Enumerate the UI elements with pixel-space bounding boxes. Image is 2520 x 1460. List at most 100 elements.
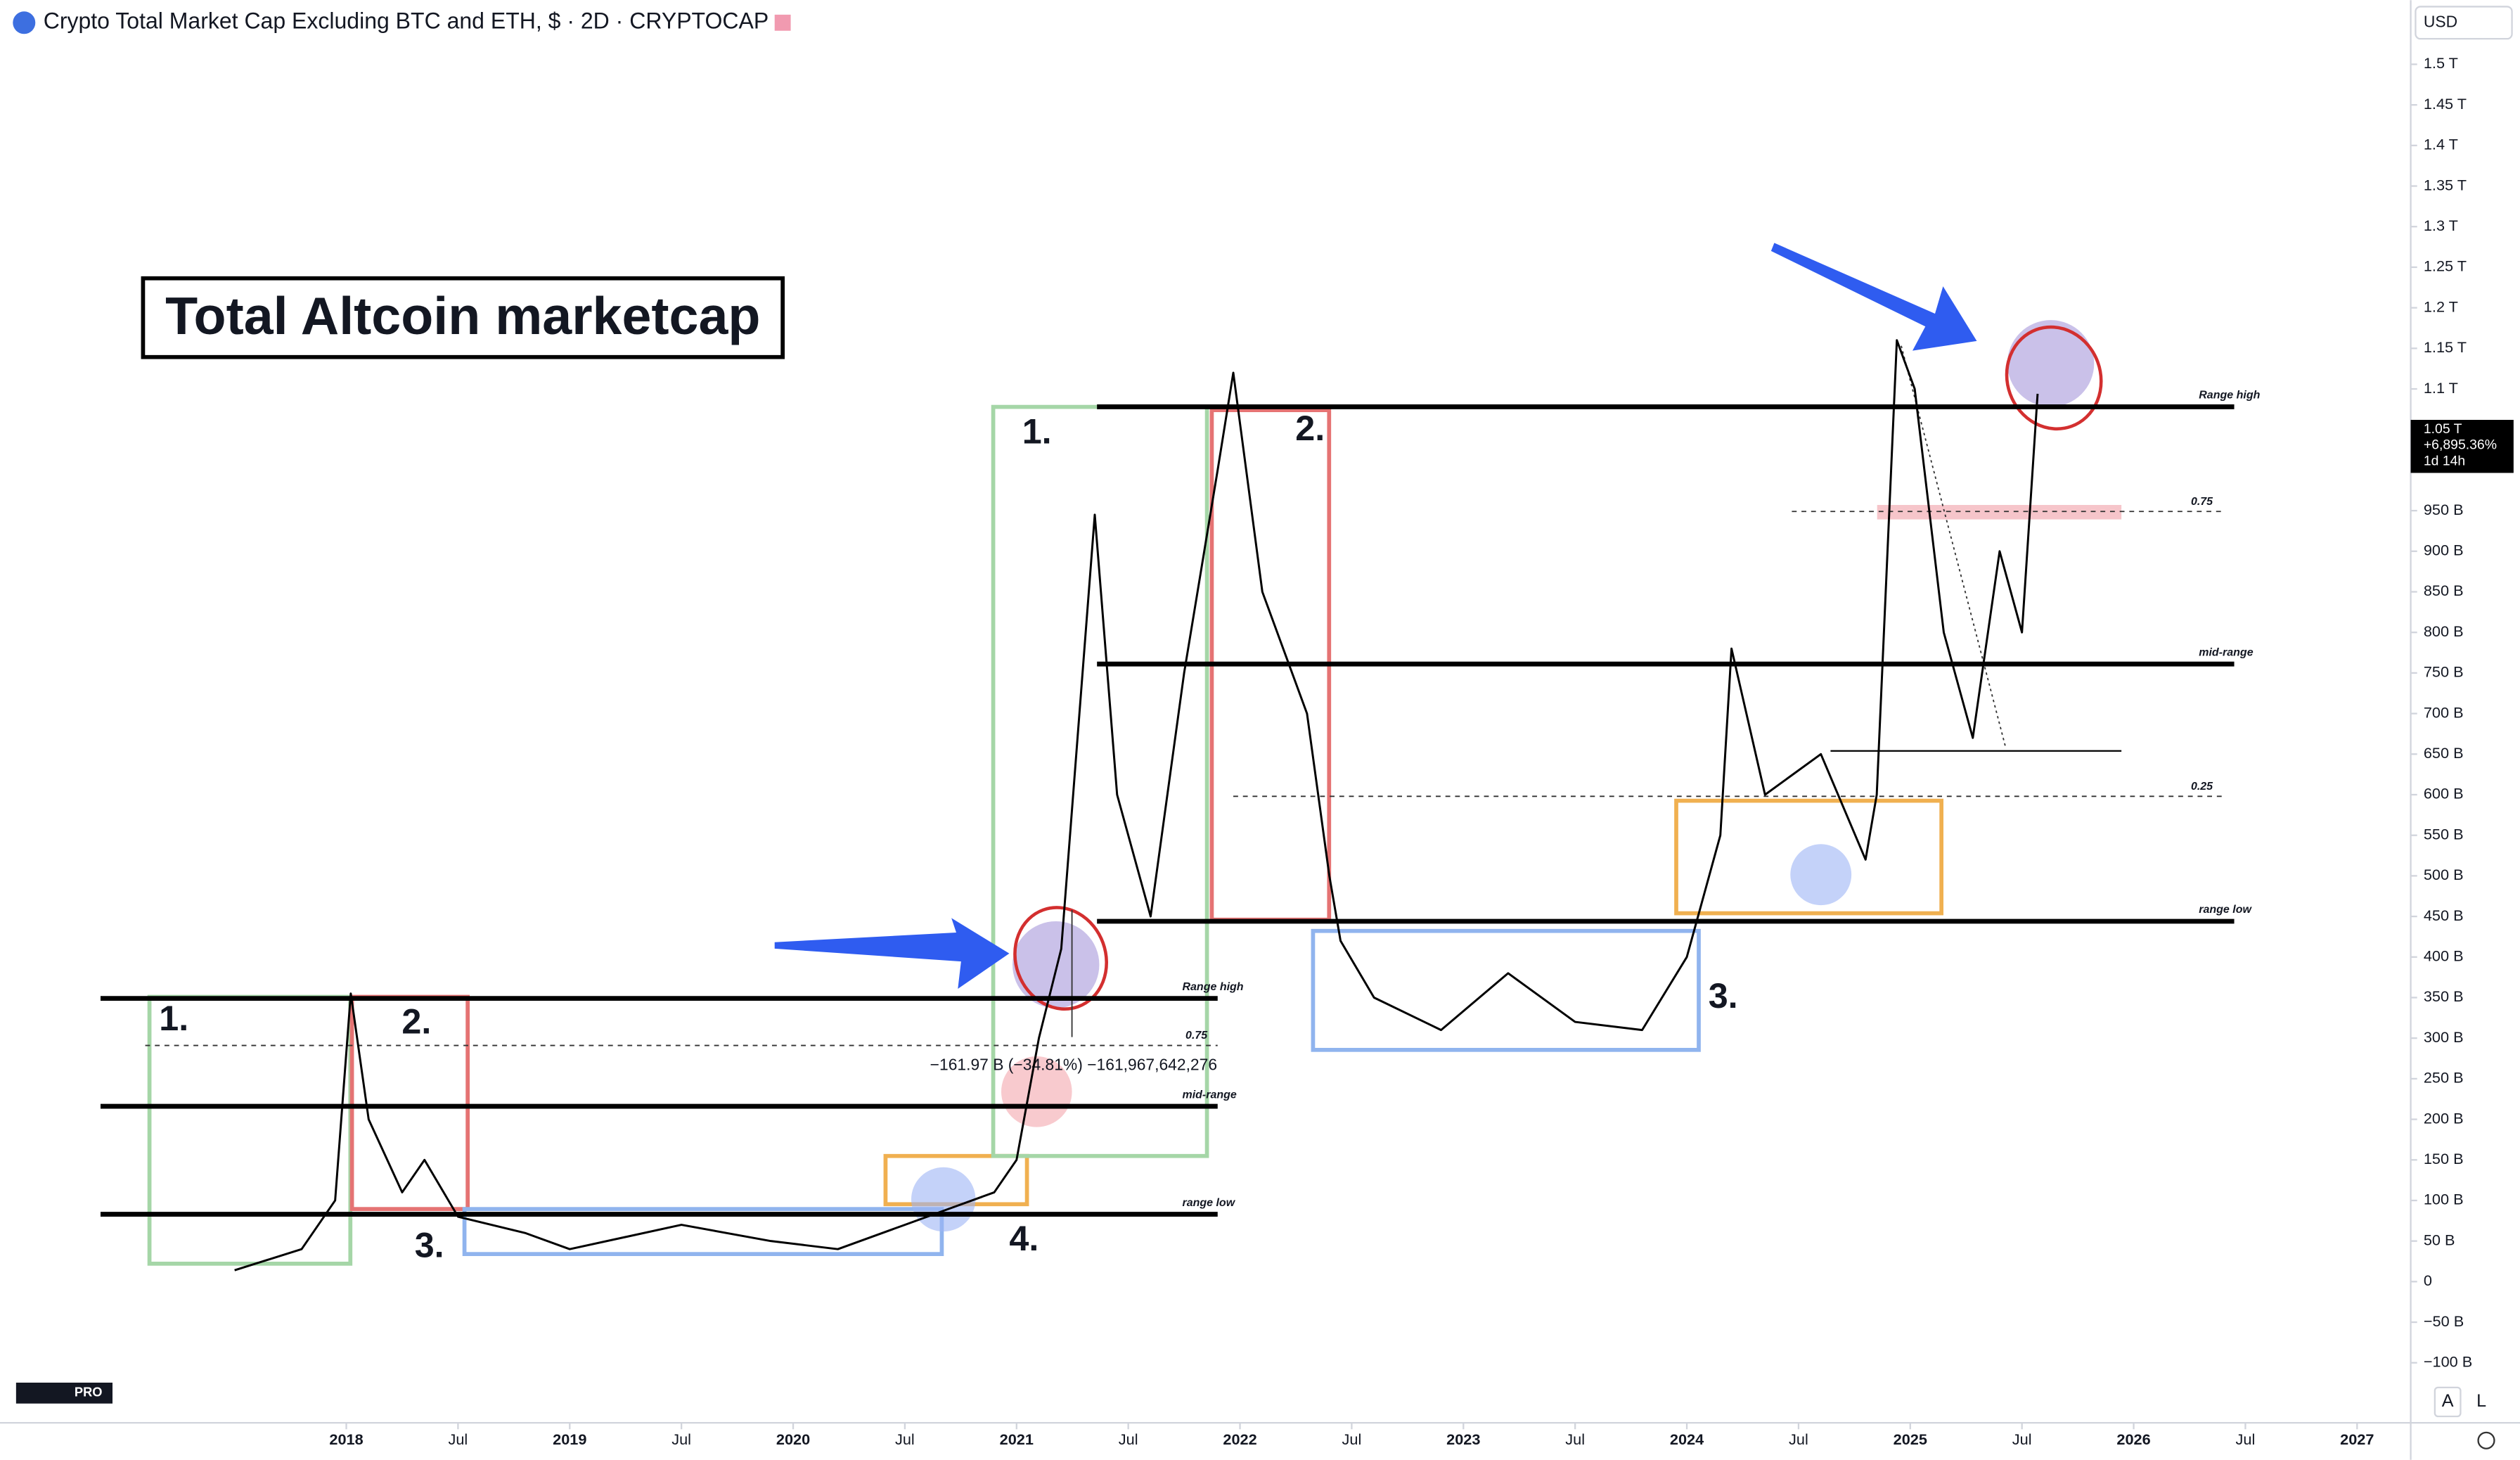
x-tick-label: 2027 bbox=[2340, 1430, 2374, 1448]
y-tick-label: 1.2 T bbox=[2424, 297, 2458, 315]
button-label[interactable]: A bbox=[2442, 1391, 2454, 1411]
x-tick-label: 2025 bbox=[1894, 1430, 1927, 1448]
x-tick-label: Jul bbox=[1789, 1430, 1808, 1448]
arrow bbox=[774, 918, 1010, 989]
y-tick-label: 300 B bbox=[2424, 1028, 2464, 1046]
level-label: Range high bbox=[1182, 981, 1243, 993]
level-label: range low bbox=[1182, 1197, 1235, 1209]
currency-select[interactable] bbox=[2415, 6, 2513, 40]
x-tick-label: Jul bbox=[1342, 1430, 1362, 1448]
x-tick-label: Jul bbox=[2012, 1430, 2032, 1448]
y-tick-label: 500 B bbox=[2424, 866, 2464, 883]
annotation: 3. bbox=[1709, 975, 1738, 1016]
x-tick-label: Jul bbox=[1565, 1430, 1585, 1448]
y-tick-label: 1.5 T bbox=[2424, 54, 2458, 72]
annotation: 2. bbox=[401, 1001, 431, 1042]
y-tick-label: 1.4 T bbox=[2424, 136, 2458, 153]
annotation: 1. bbox=[159, 998, 188, 1038]
circle-mark bbox=[1013, 906, 1108, 1011]
countdown-label: 1d 14h bbox=[2424, 454, 2465, 469]
fib-label: 0.75 bbox=[1185, 1030, 1208, 1042]
arrow bbox=[1770, 243, 1977, 351]
level-label: mid-range bbox=[1182, 1089, 1236, 1101]
highlight bbox=[1790, 844, 1852, 906]
highlight bbox=[1012, 921, 1100, 1008]
annotation: 3. bbox=[415, 1224, 444, 1264]
y-tick-label: 1.1 T bbox=[2424, 379, 2458, 397]
circle-mark bbox=[2005, 325, 2103, 431]
y-tick-label: 1.3 T bbox=[2424, 217, 2458, 234]
y-tick-label: 1.35 T bbox=[2424, 176, 2467, 193]
y-tick-label: 0 bbox=[2424, 1272, 2432, 1289]
y-tick-label: 400 B bbox=[2424, 947, 2464, 965]
level-label: range low bbox=[2199, 904, 2252, 916]
y-tick-label: 900 B bbox=[2424, 542, 2464, 559]
change-label: +6,895.36% bbox=[2424, 437, 2497, 453]
x-tick-label: Jul bbox=[449, 1430, 468, 1448]
annotations-layer: Total Altcoin marketcap 1. 2. 3. 4. 1. 2… bbox=[100, 243, 2261, 1266]
x-tick-label: 2022 bbox=[1223, 1430, 1256, 1448]
x-tick-label: Jul bbox=[895, 1430, 915, 1448]
measure-label: −161.97 B (−34.81%) −161,967,642,276 bbox=[930, 1056, 1217, 1074]
highlight bbox=[1001, 1056, 1072, 1127]
button-label[interactable]: L bbox=[2476, 1391, 2486, 1411]
currency[interactable]: USD bbox=[2424, 12, 2457, 30]
x-tick-label: 2024 bbox=[1670, 1430, 1704, 1448]
x-tick-label: 2019 bbox=[553, 1430, 586, 1448]
y-tick-label: 1.45 T bbox=[2424, 95, 2467, 113]
y-tick-label: 550 B bbox=[2424, 825, 2464, 843]
level-label: Range high bbox=[2199, 390, 2260, 402]
button[interactable] bbox=[2434, 1386, 2462, 1418]
y-tick-label: 750 B bbox=[2424, 663, 2464, 681]
highlight bbox=[911, 1167, 976, 1232]
logo-text: PRO bbox=[75, 1385, 103, 1400]
y-tick-label: 1.15 T bbox=[2424, 338, 2467, 356]
box bbox=[991, 404, 1209, 1158]
highlight bbox=[2007, 320, 2095, 407]
zone bbox=[1877, 505, 2122, 520]
y-tick-label: 650 B bbox=[2424, 744, 2464, 762]
box bbox=[1674, 798, 1943, 916]
headline: Total Altcoin marketcap bbox=[165, 286, 760, 345]
y-tick-label: 200 B bbox=[2424, 1109, 2464, 1127]
y-tick-label: 600 B bbox=[2424, 785, 2464, 802]
y-tick-label: 350 B bbox=[2424, 987, 2464, 1005]
y-tick-label: 450 B bbox=[2424, 907, 2464, 924]
annotation: 4. bbox=[1009, 1218, 1039, 1258]
settings-icon[interactable] bbox=[2477, 1431, 2495, 1449]
y-tick-label: 150 B bbox=[2424, 1150, 2464, 1167]
y-tick-label: 100 B bbox=[2424, 1191, 2464, 1208]
chart-title: Crypto Total Market Cap Excluding BTC an… bbox=[44, 8, 769, 34]
logo bbox=[15, 1383, 112, 1404]
y-tick-label: 250 B bbox=[2424, 1069, 2464, 1087]
y-tick-label: 700 B bbox=[2424, 703, 2464, 721]
trend-line bbox=[1901, 345, 2007, 748]
y-tick-label: 1.25 T bbox=[2424, 257, 2467, 275]
y-tick-label: −100 B bbox=[2424, 1352, 2472, 1370]
price-tag bbox=[2410, 420, 2514, 473]
box bbox=[462, 1207, 944, 1256]
x-tick-label: 2026 bbox=[2116, 1430, 2150, 1448]
x-tick-label: Jul bbox=[671, 1430, 691, 1448]
x-tick-label: Jul bbox=[1119, 1430, 1138, 1448]
annotation: 2. bbox=[1295, 408, 1325, 448]
x-tick-label: 2023 bbox=[1446, 1430, 1480, 1448]
x-tick-label: 2021 bbox=[1000, 1430, 1034, 1448]
x-tick-label: 2020 bbox=[776, 1430, 810, 1448]
annotation: 1. bbox=[1022, 411, 1052, 452]
y-tick-label: 50 B bbox=[2424, 1231, 2455, 1248]
x-tick-label: 2018 bbox=[329, 1430, 363, 1448]
symbol-icon bbox=[13, 11, 36, 34]
fib-label: 0.75 bbox=[2191, 496, 2213, 508]
price-line bbox=[234, 339, 2039, 1272]
headline-box bbox=[141, 276, 785, 359]
flag-icon[interactable] bbox=[774, 14, 791, 31]
price-label: 1.05 T bbox=[2424, 421, 2462, 437]
x-tick-label: Jul bbox=[2236, 1430, 2256, 1448]
y-tick-label: 950 B bbox=[2424, 501, 2464, 518]
y-tick-label: −50 B bbox=[2424, 1312, 2464, 1330]
y-tick-label: 850 B bbox=[2424, 582, 2464, 599]
fib-label: 0.25 bbox=[2191, 781, 2213, 793]
